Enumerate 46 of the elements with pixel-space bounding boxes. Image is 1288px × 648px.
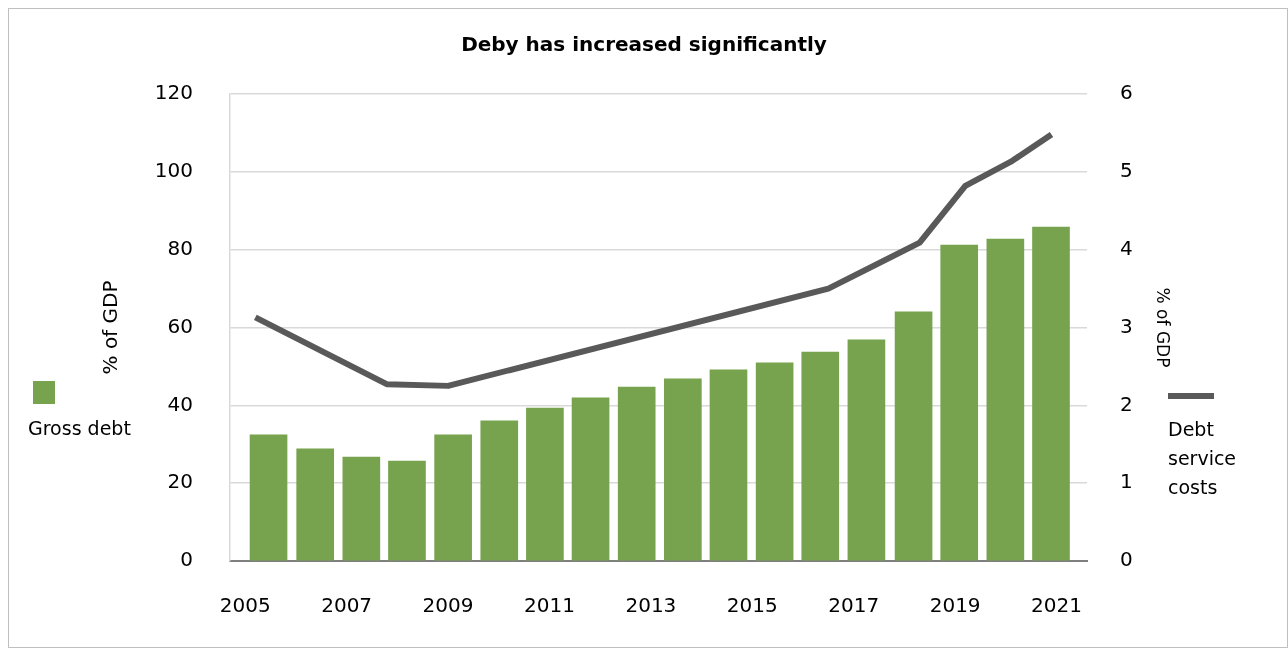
bar: [1032, 226, 1070, 561]
y2-tick-label: 6: [1120, 80, 1133, 105]
x-tick-label: 2019: [929, 593, 981, 618]
y2-tick-label: 0: [1120, 547, 1133, 572]
y-tick-label: 40: [167, 391, 193, 416]
y-tick-label: 100: [154, 158, 193, 183]
y-tick-label: 20: [167, 469, 193, 494]
y2-tick-label: 1: [1120, 469, 1133, 494]
y2-tick-label: 5: [1120, 158, 1133, 183]
bar: [296, 448, 335, 561]
bar: [940, 244, 979, 561]
bar: [986, 238, 1025, 561]
x-tick-label: 2021: [1031, 593, 1083, 618]
bar: [388, 460, 426, 561]
bar: [434, 434, 472, 561]
chart-title: Deby has increased significantly: [460, 32, 828, 56]
x-tick-label: 2007: [321, 593, 373, 618]
bar: [801, 351, 840, 561]
y2-tick-label: 2: [1120, 391, 1133, 416]
bar: [664, 378, 702, 561]
y-tick-label: 0: [180, 547, 193, 572]
x-tick-label: 2011: [524, 593, 575, 618]
bar: [617, 386, 656, 561]
y2-tick-label: 3: [1120, 313, 1133, 338]
bar: [249, 434, 288, 561]
y2-axis-title: % of GDP: [1153, 287, 1174, 368]
x-tick-label: 2015: [726, 593, 778, 618]
y-tick-label: 60: [167, 313, 193, 338]
x-tick-label: 2013: [625, 593, 677, 618]
bar: [709, 369, 748, 561]
y-tick-label: 80: [167, 235, 193, 260]
legend-label: Gross debt: [28, 417, 131, 439]
bar: [342, 456, 381, 561]
bar: [480, 420, 519, 561]
bar: [526, 407, 564, 561]
x-tick-label: 2017: [828, 593, 880, 618]
bar: [571, 397, 610, 561]
x-tick-label: 2009: [422, 593, 474, 618]
bar: [894, 311, 933, 561]
x-tick-label: 2005: [219, 593, 271, 618]
bar: [755, 362, 794, 561]
y-axis-title: % of GDP: [98, 280, 123, 375]
y-tick-label: 120: [154, 80, 193, 105]
y2-tick-label: 4: [1120, 235, 1133, 260]
bar: [847, 339, 886, 561]
legend-label: Debt service costs: [1168, 418, 1237, 498]
